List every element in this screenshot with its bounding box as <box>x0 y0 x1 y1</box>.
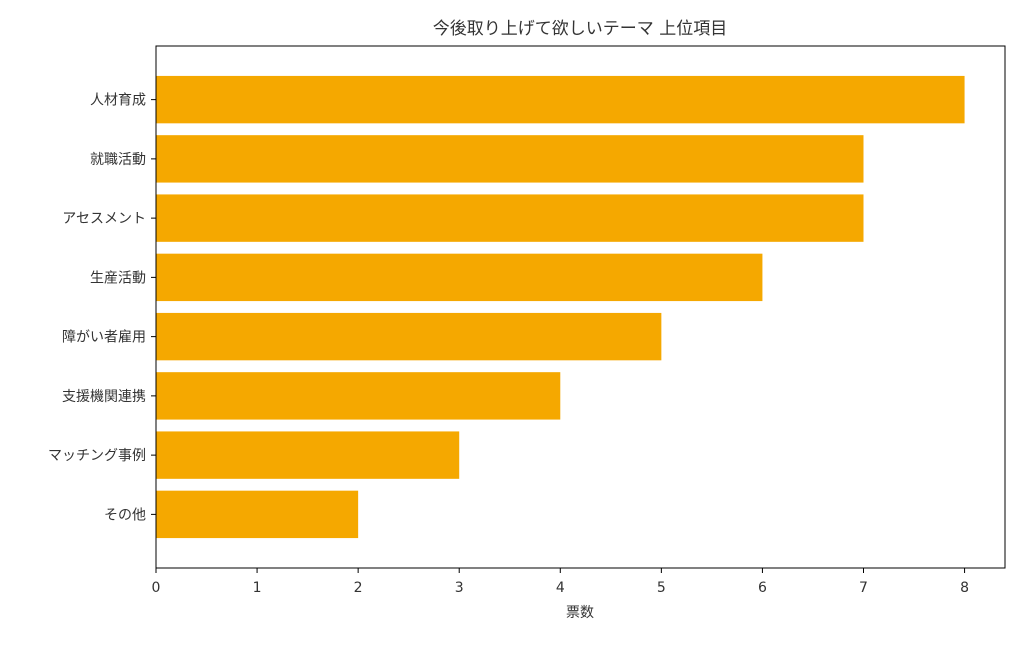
x-axis: 0 1 2 3 4 5 6 7 8 <box>152 568 969 596</box>
bar <box>156 312 662 361</box>
y-tick-label: 就職活動 <box>90 152 146 168</box>
plot-frame <box>155 45 1006 569</box>
bar <box>156 75 965 124</box>
y-tick-label: 人材育成 <box>90 93 146 109</box>
x-tick-label: 2 <box>354 580 363 596</box>
y-tick-label: その他 <box>104 507 146 523</box>
bar <box>156 253 763 302</box>
bar <box>156 431 460 479</box>
y-tick-label: アセスメント <box>62 211 146 227</box>
x-axis-label: 票数 <box>566 605 594 621</box>
bar <box>156 135 864 183</box>
x-tick-label: 6 <box>758 580 767 596</box>
x-tick-label: 8 <box>960 580 969 596</box>
x-tick-label: 7 <box>859 580 868 596</box>
x-tick-label: 5 <box>657 580 666 596</box>
y-tick-label: 生産活動 <box>90 270 146 286</box>
bars-layer <box>156 75 965 539</box>
bar <box>156 372 561 420</box>
bar <box>156 490 359 539</box>
chart-title: 今後取り上げて欲しいテーマ 上位項目 <box>433 19 727 39</box>
x-tick-label: 4 <box>556 580 565 596</box>
x-tick-label: 1 <box>253 580 262 596</box>
y-tick-label: マッチング事例 <box>48 448 146 464</box>
y-tick-label: 障がい者雇用 <box>62 329 146 346</box>
y-tick-label: 支援機関連携 <box>62 389 146 405</box>
bar <box>156 194 864 242</box>
x-tick-label: 0 <box>152 580 161 596</box>
x-tick-label: 3 <box>455 580 464 596</box>
